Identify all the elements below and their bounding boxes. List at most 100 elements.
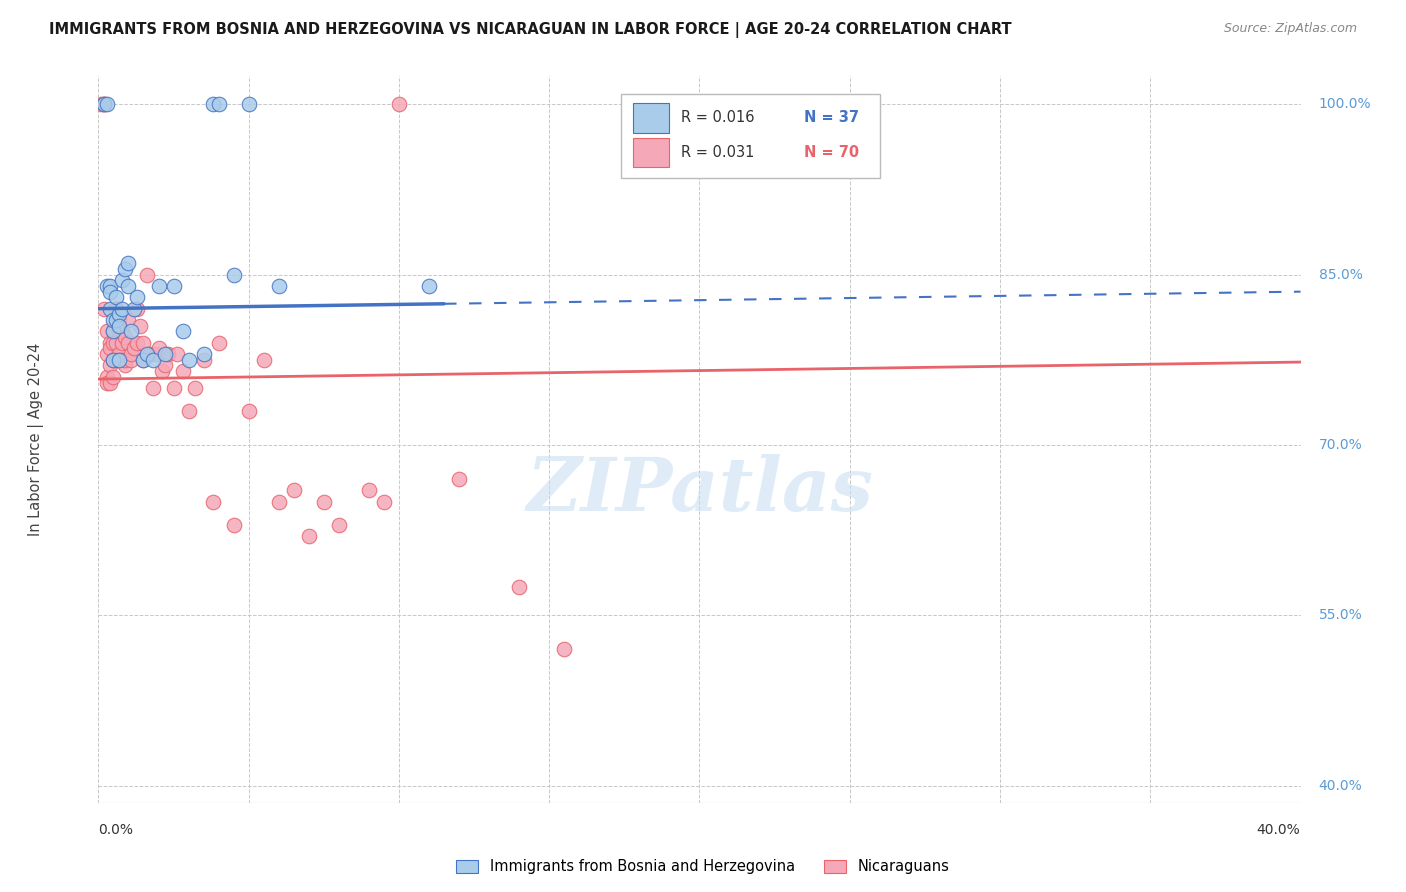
Point <box>153 359 176 373</box>
Point <box>103 313 125 327</box>
Point <box>93 97 115 112</box>
Point <box>105 301 128 316</box>
Point <box>121 352 143 367</box>
Point <box>388 97 411 112</box>
Point <box>96 369 118 384</box>
Point <box>553 642 575 657</box>
Text: N = 70: N = 70 <box>804 145 859 160</box>
Point <box>135 347 157 361</box>
Text: 70.0%: 70.0% <box>1319 438 1362 452</box>
Point <box>183 381 205 395</box>
Point <box>156 347 179 361</box>
Point <box>172 364 194 378</box>
Point <box>162 381 184 395</box>
Point <box>148 342 170 356</box>
Text: 40.0%: 40.0% <box>1319 779 1362 793</box>
Point <box>238 404 260 418</box>
Point <box>96 376 118 390</box>
Point <box>298 529 321 543</box>
Point <box>108 318 131 333</box>
Point <box>222 517 245 532</box>
Point <box>111 335 134 350</box>
Point <box>121 325 143 339</box>
Point <box>117 335 139 350</box>
Point <box>114 330 136 344</box>
Text: ZIPatlas: ZIPatlas <box>526 454 873 526</box>
Point <box>96 279 118 293</box>
Point <box>108 325 131 339</box>
Point <box>150 364 173 378</box>
Point <box>103 352 125 367</box>
Point <box>114 359 136 373</box>
Point <box>208 335 231 350</box>
Point <box>193 347 215 361</box>
Point <box>124 301 146 316</box>
Text: N = 37: N = 37 <box>804 111 859 126</box>
Point <box>96 97 118 112</box>
Text: 55.0%: 55.0% <box>1319 608 1362 623</box>
Point <box>100 301 122 316</box>
Point <box>153 347 176 361</box>
Point <box>100 359 122 373</box>
Point <box>105 335 128 350</box>
FancyBboxPatch shape <box>621 94 880 178</box>
Text: R = 0.031: R = 0.031 <box>682 145 755 160</box>
Point <box>100 342 122 356</box>
Point <box>129 318 152 333</box>
Point <box>103 325 125 339</box>
Point <box>127 301 149 316</box>
Point <box>100 285 122 299</box>
Point <box>283 483 305 498</box>
Point <box>208 97 231 112</box>
Point <box>138 347 160 361</box>
Point <box>201 97 224 112</box>
Point <box>172 325 194 339</box>
Point <box>373 495 395 509</box>
Text: 100.0%: 100.0% <box>1319 97 1371 112</box>
Text: 85.0%: 85.0% <box>1319 268 1362 282</box>
Point <box>141 381 163 395</box>
Point <box>222 268 245 282</box>
Legend: Immigrants from Bosnia and Herzegovina, Nicaraguans: Immigrants from Bosnia and Herzegovina, … <box>450 854 956 880</box>
Point <box>114 352 136 367</box>
Point <box>105 352 128 367</box>
Point <box>508 580 530 594</box>
Point <box>96 325 118 339</box>
Point <box>193 352 215 367</box>
Point <box>201 495 224 509</box>
Point <box>100 335 122 350</box>
Point <box>148 279 170 293</box>
Point <box>93 301 115 316</box>
FancyBboxPatch shape <box>633 103 669 133</box>
Point <box>105 301 128 316</box>
Point <box>111 301 134 316</box>
Point <box>127 335 149 350</box>
Point <box>132 335 155 350</box>
Point <box>253 352 276 367</box>
Point <box>103 369 125 384</box>
Text: In Labor Force | Age 20-24: In Labor Force | Age 20-24 <box>28 343 44 536</box>
Point <box>108 347 131 361</box>
Point <box>124 342 146 356</box>
Point <box>90 97 112 112</box>
Point <box>100 376 122 390</box>
Point <box>93 97 115 112</box>
Point <box>135 268 157 282</box>
Point <box>108 352 131 367</box>
Point <box>93 97 115 112</box>
Point <box>177 352 200 367</box>
Point <box>117 279 139 293</box>
Text: Source: ZipAtlas.com: Source: ZipAtlas.com <box>1223 22 1357 36</box>
Point <box>105 313 128 327</box>
Point <box>108 313 131 327</box>
Point <box>267 279 290 293</box>
Point <box>111 273 134 287</box>
Point <box>357 483 380 498</box>
Point <box>177 404 200 418</box>
Point <box>328 517 350 532</box>
Point <box>166 347 188 361</box>
FancyBboxPatch shape <box>633 137 669 167</box>
Point <box>108 352 131 367</box>
Point <box>96 347 118 361</box>
Point <box>103 335 125 350</box>
